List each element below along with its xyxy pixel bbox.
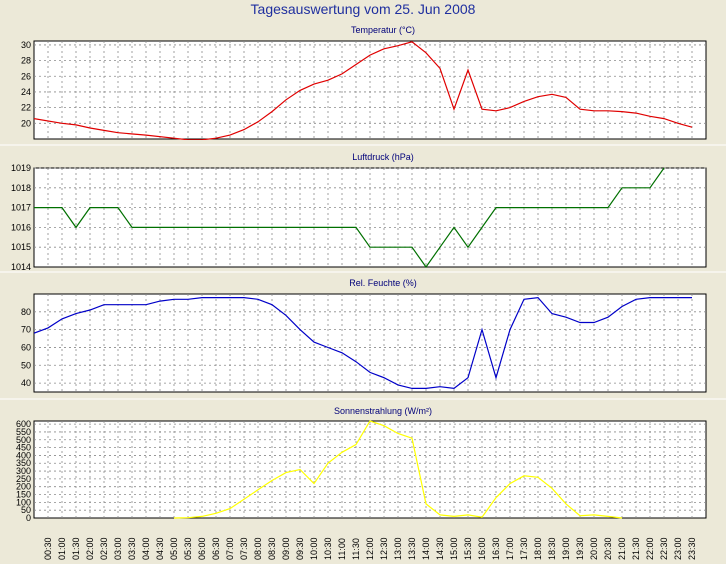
y-tick-label: 200 [16, 482, 31, 492]
chart-title: Rel. Feuchte (%) [349, 278, 417, 288]
x-tick-label: 11:00 [337, 538, 347, 560]
x-tick-label: 14:00 [421, 537, 431, 560]
x-tick-label: 09:30 [295, 537, 305, 560]
x-tick-label: 18:30 [547, 537, 557, 560]
y-tick-label: 1015 [11, 242, 31, 252]
y-tick-label: 20 [21, 118, 31, 128]
y-tick-label: 70 [21, 325, 31, 335]
y-tick-label: 22 [21, 103, 31, 113]
y-tick-label: 350 [16, 458, 31, 468]
y-tick-label: 0 [26, 513, 31, 523]
y-tick-label: 1014 [11, 262, 31, 272]
y-tick-label: 24 [21, 87, 31, 97]
x-tick-label: 14:30 [435, 537, 445, 560]
x-tick-label: 22:00 [645, 537, 655, 560]
x-tick-label: 00:30 [43, 537, 53, 560]
x-tick-label: 01:00 [57, 537, 67, 560]
x-tick-label: 02:00 [85, 537, 95, 560]
x-tick-label: 16:00 [477, 537, 487, 560]
x-tick-label: 09:00 [281, 537, 291, 560]
page-title: Tagesauswertung vom 25. Jun 2008 [250, 1, 476, 17]
chart-title: Luftdruck (hPa) [352, 152, 414, 162]
chart-panel-3: 40 50 60 70 80 Rel. Feuchte (%) [21, 278, 707, 393]
y-tick-label: 450 [16, 443, 31, 453]
y-tick-label: 1018 [11, 183, 31, 193]
chart-panel-1: 20 22 24 26 28 30 Temperatur (°C) [21, 25, 707, 140]
y-tick-label: 400 [16, 450, 31, 460]
x-tick-label: 17:30 [519, 537, 529, 560]
chart-title: Sonnenstrahlung (W/m²) [334, 406, 432, 416]
y-tick-label: 600 [16, 419, 31, 429]
chart-panel-2: 1014 1015 1016 1017 1018 1019 Luftdruck (hPa) [11, 152, 707, 272]
x-tick-label: 05:00 [169, 537, 179, 560]
x-tick-label: 23:30 [687, 537, 697, 560]
x-tick-label: 07:30 [239, 537, 249, 560]
x-tick-label: 21:00 [617, 537, 627, 560]
x-tick-label: 19:00 [561, 537, 571, 560]
x-tick-label: 02:30 [99, 537, 109, 560]
series-line [34, 167, 665, 268]
x-tick-label: 07:00 [225, 537, 235, 560]
x-tick-label: 06:00 [197, 537, 207, 560]
x-tick-label: 10:30 [323, 537, 333, 560]
y-tick-label: 60 [21, 342, 31, 352]
x-tick-label: 04:00 [141, 537, 151, 560]
x-tick-label: 08:30 [267, 537, 277, 560]
x-tick-label: 23:00 [673, 537, 683, 560]
y-tick-label: 500 [16, 435, 31, 445]
y-tick-label: 150 [16, 490, 31, 500]
y-tick-label: 80 [21, 307, 31, 317]
y-tick-label: 550 [16, 427, 31, 437]
y-tick-label: 1017 [11, 203, 31, 213]
x-tick-label: 10:00 [309, 537, 319, 560]
x-tick-label: 03:00 [113, 537, 123, 560]
x-tick-label: 13:30 [407, 537, 417, 560]
y-tick-label: 50 [21, 505, 31, 515]
y-tick-label: 250 [16, 474, 31, 484]
x-tick-label: 20:00 [589, 537, 599, 560]
x-tick-label: 05:30 [183, 537, 193, 560]
x-tick-label: 21:30 [631, 537, 641, 560]
y-tick-label: 1016 [11, 222, 31, 232]
y-tick-label: 30 [21, 40, 31, 50]
plot-area [33, 420, 707, 519]
x-tick-label: 22:30 [659, 537, 669, 560]
plot-area [33, 293, 707, 393]
y-tick-label: 26 [21, 71, 31, 81]
x-tick-label: 08:00 [253, 537, 263, 560]
x-tick-label: 20:30 [603, 537, 613, 560]
y-tick-label: 40 [21, 378, 31, 388]
y-tick-label: 100 [16, 497, 31, 507]
x-tick-label: 06:30 [211, 537, 221, 560]
y-tick-label: 1019 [11, 163, 31, 173]
x-tick-label: 11:30 [351, 538, 361, 560]
x-tick-label: 01:30 [71, 537, 81, 560]
x-tick-label: 03:30 [127, 537, 137, 560]
x-tick-label: 13:00 [393, 537, 403, 560]
x-tick-label: 12:00 [365, 537, 375, 560]
x-tick-label: 16:30 [491, 537, 501, 560]
x-tick-label: 04:30 [155, 537, 165, 560]
x-tick-label: 15:00 [449, 537, 459, 560]
y-tick-label: 50 [21, 360, 31, 370]
x-tick-label: 19:30 [575, 537, 585, 560]
x-tick-label: 17:00 [505, 537, 515, 560]
x-tick-label: 18:00 [533, 537, 543, 560]
x-tick-label: 12:30 [379, 537, 389, 560]
chart-title: Temperatur (°C) [351, 25, 415, 35]
plot-area [33, 167, 707, 268]
y-tick-label: 28 [21, 56, 31, 66]
x-tick-label: 15:30 [463, 537, 473, 560]
y-tick-label: 300 [16, 466, 31, 476]
